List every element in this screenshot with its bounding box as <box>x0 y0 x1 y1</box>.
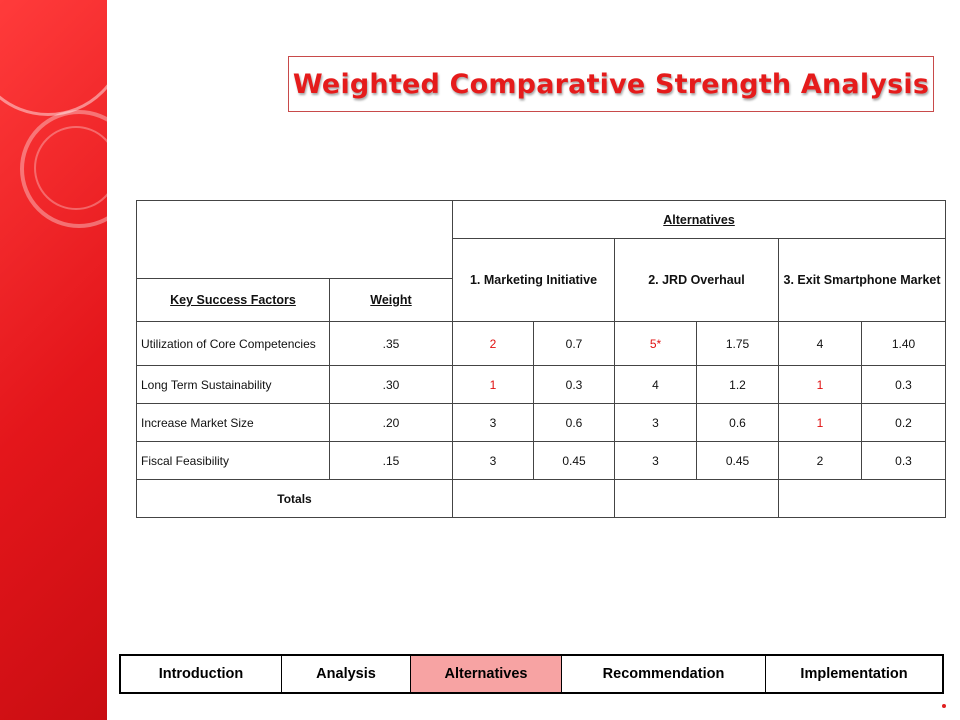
score-cell: 5* <box>614 321 697 366</box>
totals-label: Totals <box>136 479 453 518</box>
total-cell-1 <box>452 479 615 518</box>
factor-cell: Long Term Sustainability <box>136 365 330 404</box>
score-cell: 3 <box>452 441 534 480</box>
score-cell: 1 <box>452 365 534 404</box>
weighted-cell: 0.2 <box>860 403 947 442</box>
option-header-3: 3. Exit Smartphone Market <box>777 238 947 322</box>
weight-cell: .20 <box>329 403 453 442</box>
table-row: Utilization of Core Competencies .35 2 0… <box>136 321 947 366</box>
factor-cell: Utilization of Core Competencies <box>136 321 330 366</box>
weighted-cell: 1.40 <box>860 321 947 366</box>
weighted-cell: 0.6 <box>696 403 779 442</box>
strength-analysis-table: Alternatives 1. Marketing Initiative 2. … <box>136 200 947 518</box>
score-cell: 1 <box>778 403 862 442</box>
ksf-header: Key Success Factors <box>136 278 330 322</box>
weighted-cell: 0.6 <box>533 403 615 442</box>
weight-cell: .35 <box>329 321 453 366</box>
nav-recommendation[interactable]: Recommendation <box>562 656 766 692</box>
totals-row: Totals <box>136 479 947 518</box>
weighted-cell: 0.45 <box>696 441 779 480</box>
factor-cell: Increase Market Size <box>136 403 330 442</box>
weighted-cell: 0.3 <box>860 365 947 404</box>
option-header-1: 1. Marketing Initiative <box>452 238 615 322</box>
title-box: Weighted Comparative Strength Analysis <box>288 56 934 112</box>
weight-cell: .15 <box>329 441 453 480</box>
weighted-cell: 1.2 <box>696 365 779 404</box>
score-cell: 2 <box>778 441 862 480</box>
score-cell: 3 <box>614 403 697 442</box>
score-cell: 1 <box>778 365 862 404</box>
nav-analysis[interactable]: Analysis <box>282 656 411 692</box>
table-row: Increase Market Size .20 3 0.6 3 0.6 1 0… <box>136 403 947 442</box>
page-title: Weighted Comparative Strength Analysis <box>292 68 930 100</box>
weighted-cell: 0.3 <box>860 441 947 480</box>
section-nav: Introduction Analysis Alternatives Recom… <box>119 654 944 694</box>
table-row: Fiscal Feasibility .15 3 0.45 3 0.45 2 0… <box>136 441 947 480</box>
score-cell: 4 <box>614 365 697 404</box>
nav-alternatives[interactable]: Alternatives <box>411 656 562 692</box>
empty-header-cell <box>136 200 453 279</box>
nav-introduction[interactable]: Introduction <box>121 656 282 692</box>
score-cell: 4 <box>778 321 862 366</box>
weighted-cell: 0.7 <box>533 321 615 366</box>
weighted-cell: 0.3 <box>533 365 615 404</box>
score-cell: 3 <box>614 441 697 480</box>
weight-header: Weight <box>329 278 453 322</box>
factor-cell: Fiscal Feasibility <box>136 441 330 480</box>
decorative-sidebar <box>0 0 107 720</box>
weight-cell: .30 <box>329 365 453 404</box>
weighted-cell: 0.45 <box>533 441 615 480</box>
score-cell: 2 <box>452 321 534 366</box>
alternatives-header: Alternatives <box>451 200 947 239</box>
score-cell: 3 <box>452 403 534 442</box>
option-header-2: 2. JRD Overhaul <box>614 238 779 322</box>
decorative-ring <box>0 0 107 116</box>
total-cell-2 <box>614 479 779 518</box>
table-row: Long Term Sustainability .30 1 0.3 4 1.2… <box>136 365 947 404</box>
decorative-ring <box>20 110 107 228</box>
weighted-cell: 1.75 <box>696 321 779 366</box>
decorative-dot <box>942 704 946 708</box>
nav-implementation[interactable]: Implementation <box>800 666 908 682</box>
decorative-ring <box>34 126 107 210</box>
total-cell-3 <box>777 479 947 518</box>
